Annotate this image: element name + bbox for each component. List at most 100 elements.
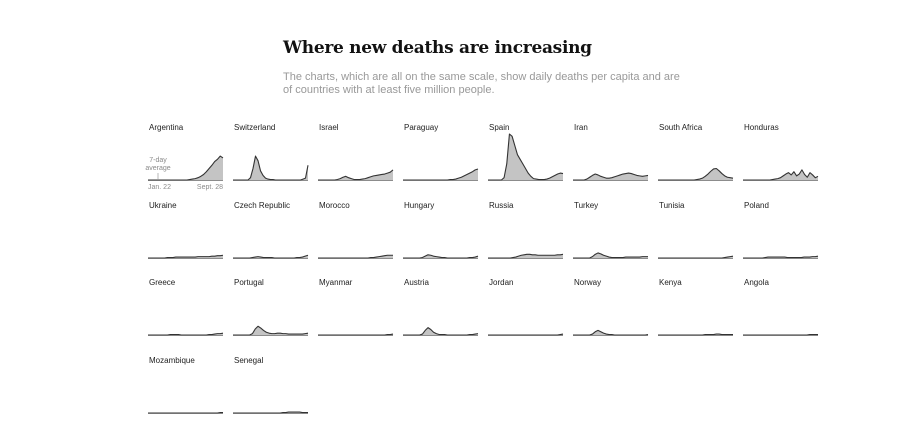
sparkline-austria bbox=[403, 327, 479, 336]
sparkline-poland bbox=[743, 255, 819, 259]
sparkline-senegal bbox=[233, 411, 308, 414]
chart-panel-spain: Spain bbox=[488, 123, 564, 195]
sparkline-south-africa bbox=[658, 167, 734, 181]
series-label: Paraguay bbox=[404, 123, 439, 132]
sparkline-ukraine bbox=[148, 254, 224, 259]
chart-panel-paraguay: Paraguay bbox=[403, 123, 479, 195]
series-line bbox=[743, 255, 819, 259]
series-label: Jordan bbox=[489, 278, 514, 287]
series-label: Turkey bbox=[574, 200, 599, 210]
sparkline-norway bbox=[573, 329, 649, 336]
sparkline-tunisia bbox=[658, 255, 734, 259]
page-title: Where new deaths are increasing bbox=[283, 38, 592, 58]
series-area bbox=[403, 168, 478, 180]
sparkline-mozambique bbox=[148, 411, 223, 414]
series-label: South Africa bbox=[659, 123, 703, 132]
series-label: Kenya bbox=[659, 278, 682, 287]
series-label: Greece bbox=[149, 278, 176, 287]
series-label: Angola bbox=[744, 278, 769, 287]
key-average-label-line2: average bbox=[145, 165, 170, 172]
series-area bbox=[488, 134, 563, 180]
series-label: Honduras bbox=[744, 123, 779, 132]
key-start-date: Jan. 22 bbox=[148, 184, 171, 191]
chart-panel-czech-republic: Czech Republic bbox=[233, 201, 309, 273]
sparkline-portugal bbox=[233, 325, 309, 336]
series-label: Ukraine bbox=[149, 200, 177, 210]
chart-panel-kenya: Kenya bbox=[658, 278, 734, 350]
chart-panel-iran: Iran bbox=[573, 123, 649, 195]
series-line bbox=[658, 255, 734, 259]
series-line bbox=[658, 333, 733, 336]
chart-panel-angola: Angola bbox=[743, 278, 819, 350]
series-label: Spain bbox=[489, 123, 510, 132]
sparkline-angola bbox=[743, 333, 818, 336]
chart-panel-ukraine: Ukraine bbox=[148, 201, 224, 273]
series-line bbox=[403, 253, 479, 259]
series-label: Hungary bbox=[404, 200, 435, 210]
series-label: Myanmar bbox=[319, 278, 353, 287]
chart-panel-hungary: Hungary bbox=[403, 201, 479, 273]
sparkline-greece bbox=[148, 332, 224, 336]
series-line bbox=[488, 253, 564, 259]
series-line bbox=[403, 327, 479, 336]
chart-panel-greece: Greece bbox=[148, 278, 224, 350]
chart-panel-israel: Israel bbox=[318, 123, 394, 195]
page-subtitle: The charts, which are all on the same sc… bbox=[283, 71, 680, 96]
series-area bbox=[318, 169, 393, 180]
series-line bbox=[148, 155, 224, 181]
chart-panel-portugal: Portugal bbox=[233, 278, 309, 350]
sparkline-myanmar bbox=[318, 333, 394, 336]
sparkline-kenya bbox=[658, 333, 733, 336]
sparkline-israel bbox=[318, 169, 394, 181]
series-line bbox=[318, 333, 394, 336]
sparkline-turkey bbox=[573, 251, 648, 259]
series-area bbox=[403, 327, 478, 335]
series-line bbox=[743, 169, 819, 181]
series-label: Austria bbox=[404, 278, 429, 287]
series-area bbox=[658, 168, 733, 180]
chart-panel-honduras: Honduras bbox=[743, 123, 819, 195]
series-label: Mozambique bbox=[149, 355, 195, 365]
series-area bbox=[148, 333, 223, 335]
series-label: Senegal bbox=[234, 355, 264, 365]
series-area bbox=[318, 254, 393, 258]
series-label: Tunisia bbox=[659, 200, 685, 210]
series-label: Argentina bbox=[149, 123, 184, 132]
key-average-label-line1: 7-day bbox=[149, 157, 167, 164]
chart-panel-south-africa: South Africa bbox=[658, 123, 734, 195]
sparkline-spain bbox=[488, 133, 564, 181]
sparkline-switzerland bbox=[233, 155, 309, 181]
chart-panel-poland: Poland bbox=[743, 201, 819, 273]
series-line bbox=[573, 172, 649, 181]
series-label: Norway bbox=[574, 278, 602, 287]
series-line bbox=[573, 251, 648, 259]
series-line bbox=[573, 329, 649, 336]
series-area bbox=[743, 169, 818, 180]
series-label: Israel bbox=[319, 123, 339, 132]
series-label: Iran bbox=[574, 123, 588, 132]
series-area bbox=[148, 254, 223, 258]
series-area bbox=[573, 173, 648, 180]
series-label: Switzerland bbox=[234, 123, 276, 132]
series-label: Poland bbox=[744, 200, 769, 210]
sparkline-honduras bbox=[743, 169, 819, 181]
chart-panel-morocco: Morocco bbox=[318, 201, 394, 273]
chart-panel-austria: Austria bbox=[403, 278, 479, 350]
sparkline-russia bbox=[488, 253, 564, 259]
series-line bbox=[318, 169, 394, 181]
series-line bbox=[318, 254, 393, 259]
series-label: Morocco bbox=[319, 200, 350, 210]
chart-panel-senegal: Senegal bbox=[233, 356, 309, 428]
series-line bbox=[233, 155, 309, 181]
sparkline-morocco bbox=[318, 254, 393, 259]
series-line bbox=[488, 333, 564, 336]
series-line bbox=[658, 167, 734, 181]
series-line bbox=[148, 254, 224, 259]
series-area bbox=[233, 156, 308, 180]
series-line bbox=[148, 332, 224, 336]
series-label: Czech Republic bbox=[234, 200, 291, 210]
sparkline-paraguay bbox=[403, 168, 479, 181]
series-label: Portugal bbox=[234, 278, 264, 287]
